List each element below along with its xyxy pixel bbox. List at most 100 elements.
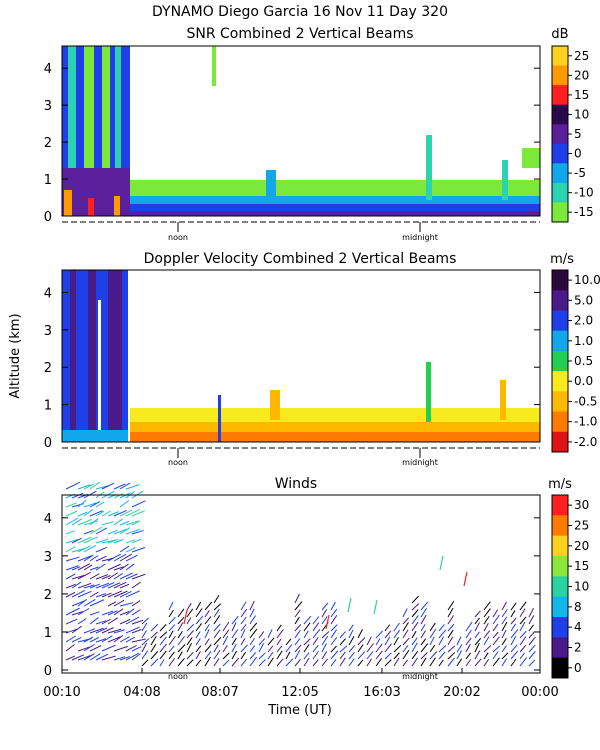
wind-barb bbox=[510, 644, 518, 653]
colorbar-label: 5.0 bbox=[574, 293, 593, 307]
wind-barb bbox=[71, 492, 84, 499]
colorbar-label: 20 bbox=[574, 539, 589, 553]
wind-barb bbox=[492, 645, 501, 653]
wind-barb bbox=[501, 609, 508, 618]
wind-barb bbox=[321, 602, 329, 611]
doppler-frame bbox=[61, 269, 541, 443]
wind-barb bbox=[83, 636, 94, 643]
wind-barb bbox=[528, 624, 534, 632]
wind-barb bbox=[447, 652, 456, 660]
wind-barb bbox=[474, 642, 480, 653]
wind-barb bbox=[411, 595, 419, 604]
wind-barb bbox=[65, 644, 75, 652]
wind-barb bbox=[492, 623, 499, 632]
wind-barb bbox=[456, 644, 463, 653]
snr-midnight-label: midnight bbox=[402, 233, 438, 242]
wind-barb bbox=[258, 652, 266, 660]
wind-barb bbox=[213, 636, 222, 646]
doppler-convective-stripe bbox=[108, 270, 122, 442]
colorbar-label: -5 bbox=[574, 166, 586, 180]
y-tick-label: 0 bbox=[44, 664, 52, 679]
wind-barb bbox=[258, 643, 265, 653]
wind-barb bbox=[204, 616, 212, 625]
wind-barb bbox=[402, 608, 408, 618]
wind-barb bbox=[65, 607, 80, 616]
wind-barb bbox=[375, 630, 383, 639]
wind-barb bbox=[231, 637, 237, 646]
wind-barb bbox=[231, 650, 238, 660]
colorbar-label: 5 bbox=[574, 127, 582, 141]
snr-plume bbox=[212, 46, 216, 86]
y-tick-label: 1 bbox=[44, 399, 52, 414]
doppler-heatmap bbox=[62, 270, 540, 442]
colorbar-swatch bbox=[552, 124, 568, 145]
wind-barb bbox=[186, 617, 192, 625]
wind-barb bbox=[312, 659, 319, 667]
wind-barb bbox=[411, 651, 419, 660]
wind-barb bbox=[89, 526, 103, 535]
colorbar-swatch bbox=[552, 202, 568, 223]
wind-barb bbox=[141, 622, 148, 632]
wind-barb bbox=[402, 637, 410, 646]
wind-barb bbox=[321, 631, 330, 639]
wind-barb bbox=[510, 629, 519, 639]
wind-barb bbox=[213, 657, 220, 667]
wind-barb bbox=[113, 599, 125, 607]
wind-barb bbox=[447, 615, 454, 625]
wind-barb bbox=[501, 652, 509, 660]
colorbar-swatch bbox=[552, 556, 568, 577]
wind-barb bbox=[519, 616, 527, 625]
wind-barb bbox=[125, 547, 136, 553]
wind-barb bbox=[89, 645, 102, 652]
snr-heatmap bbox=[62, 46, 540, 216]
wind-barb bbox=[95, 501, 105, 508]
y-tick-label: 0 bbox=[44, 210, 52, 225]
wind-barb bbox=[113, 656, 126, 661]
wind-barb bbox=[204, 629, 210, 639]
wind-barb bbox=[204, 610, 210, 618]
wind-barb bbox=[77, 571, 91, 580]
wind-barb bbox=[357, 637, 366, 646]
snr-panel-title: SNR Combined 2 Vertical Beams bbox=[186, 26, 413, 42]
wind-barb bbox=[119, 482, 131, 490]
snr-plume bbox=[426, 135, 432, 200]
wind-barb bbox=[348, 635, 355, 646]
wind-barb bbox=[119, 500, 130, 508]
colorbar-label: -2.0 bbox=[574, 435, 597, 449]
colorbar-label: -15 bbox=[574, 205, 594, 219]
wind-barb bbox=[141, 642, 148, 653]
winds-panel: Winds noon midnight 00:10 04:08 08:07 12… bbox=[43, 476, 589, 718]
snr-layer-bottom bbox=[130, 211, 540, 216]
x-tick-label: 04:08 bbox=[123, 685, 160, 700]
wind-barb bbox=[95, 638, 107, 643]
colorbar-swatch bbox=[552, 46, 568, 67]
wind-barb bbox=[83, 508, 94, 517]
wind-barb bbox=[113, 608, 124, 616]
colorbar-swatch bbox=[552, 65, 568, 86]
wind-barb bbox=[65, 583, 76, 589]
wind-barb bbox=[375, 658, 383, 667]
wind-barb bbox=[119, 618, 131, 625]
wind-barb bbox=[330, 624, 338, 632]
wind-barb bbox=[107, 572, 119, 580]
wind-barb bbox=[276, 624, 282, 632]
y-tick-label: 1 bbox=[44, 626, 52, 641]
wind-barb bbox=[95, 620, 107, 625]
wind-barb bbox=[186, 637, 193, 646]
wind-barb bbox=[528, 615, 535, 625]
wind-barb bbox=[321, 651, 328, 660]
colorbar-label: 15 bbox=[574, 88, 589, 102]
colorbar-swatch bbox=[552, 411, 568, 433]
wind-barb bbox=[528, 631, 535, 639]
wind-barb bbox=[501, 629, 507, 639]
wind-barb bbox=[501, 658, 508, 667]
doppler-plume bbox=[426, 362, 431, 422]
snr-convective-stripe bbox=[115, 46, 121, 216]
colorbar-swatch bbox=[552, 310, 568, 332]
wind-barb bbox=[71, 636, 82, 643]
wind-barb bbox=[83, 554, 94, 562]
wind-barb bbox=[483, 622, 489, 632]
wind-barb bbox=[113, 581, 127, 589]
wind-barb bbox=[375, 643, 383, 653]
colorbar-label: 30 bbox=[574, 498, 589, 512]
